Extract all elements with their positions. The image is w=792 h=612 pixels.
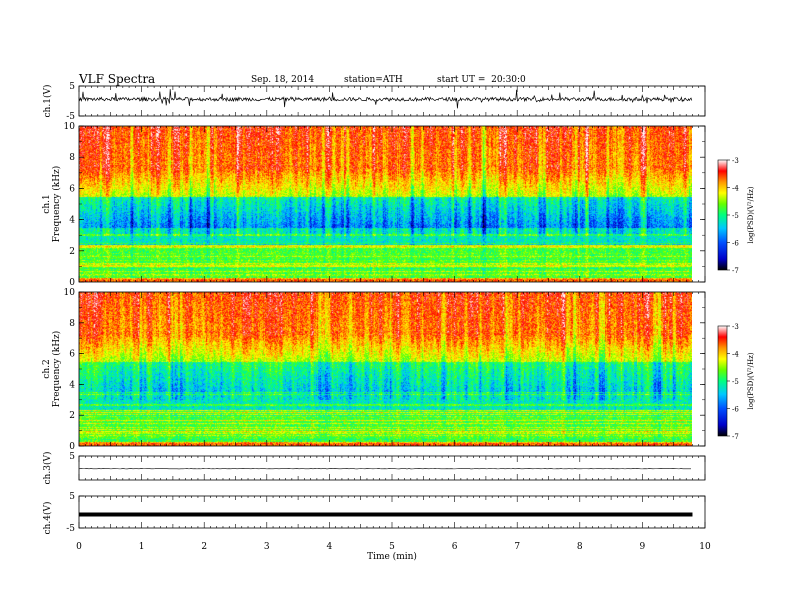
x-tick-label: 8 <box>577 542 583 552</box>
colorbar-tick-label: -5 <box>732 378 739 386</box>
x-axis-label: Time (min) <box>367 551 417 562</box>
colorbar-tick-label: -5 <box>732 212 739 220</box>
x-tick-label: 2 <box>201 542 207 552</box>
y-tick-label: 5 <box>69 452 75 462</box>
x-tick-label: 10 <box>699 542 711 552</box>
colorbar-tick-label: -3 <box>732 157 739 165</box>
colorbar-tick-label: -3 <box>732 323 739 331</box>
ch2-colorbar <box>717 325 728 437</box>
y-tick-label: 8 <box>69 153 75 163</box>
x-tick-label: 9 <box>640 542 646 552</box>
y-tick-label: -5 <box>66 112 75 122</box>
ch4-ylabel: ch.4(V) <box>42 502 53 535</box>
y-tick-label: 0 <box>69 278 75 288</box>
x-tick-label: 1 <box>139 542 145 552</box>
y-tick-label: 6 <box>69 184 75 194</box>
y-tick-label: 5 <box>69 82 75 92</box>
x-tick-label: 0 <box>76 542 82 552</box>
ch2-spec-ylabel-line2: Frequency (kHz) <box>51 331 62 408</box>
x-tick-label: 5 <box>389 542 395 552</box>
colorbar-label: log(PSD)(V²/Hz) <box>747 186 755 243</box>
y-tick-label: 4 <box>69 216 75 226</box>
y-tick-label: 4 <box>69 380 75 390</box>
x-tick-label: 6 <box>452 542 458 552</box>
y-tick-label: -5 <box>66 524 75 534</box>
y-tick-label: 10 <box>64 288 76 298</box>
colorbar-tick-label: -6 <box>732 240 739 248</box>
colorbar-tick-label: -7 <box>732 433 739 441</box>
y-tick-label: 5 <box>69 492 75 502</box>
y-tick-label: 2 <box>69 247 75 257</box>
colorbar-tick-label: -4 <box>732 185 739 193</box>
colorbar-tick-label: -4 <box>732 351 739 359</box>
colorbar-tick-label: -6 <box>732 406 739 414</box>
x-tick-label: 4 <box>327 542 333 552</box>
ch1-colorbar <box>717 159 728 271</box>
colorbar-label: log(PSD)(V²/Hz) <box>747 352 755 409</box>
x-tick-label: 3 <box>264 542 270 552</box>
ch1-spec-ylabel-line1: ch.1 <box>42 194 52 213</box>
y-tick-label: 6 <box>69 350 75 360</box>
ch1-waveform-trace <box>78 89 693 109</box>
ch2-spectrogram-image <box>79 292 692 446</box>
x-tick-label: 7 <box>514 542 520 552</box>
colorbar-tick-label: -7 <box>732 267 739 275</box>
ch2-spec-ylabel-line1: ch.2 <box>42 359 52 378</box>
y-tick-label: 0 <box>69 442 75 452</box>
chart-title: VLF Spectra <box>79 72 156 86</box>
y-tick-label: 2 <box>69 411 75 421</box>
ch1-spec-ylabel-line2: Frequency (kHz) <box>51 166 62 243</box>
station-label: station=ATH <box>344 75 403 85</box>
y-tick-label: 10 <box>64 122 76 132</box>
ch1-spectrogram-image <box>79 126 692 282</box>
y-tick-label: 8 <box>69 319 75 329</box>
start-ut-label: start UT = 20:30:0 <box>437 75 526 85</box>
ch3-ylabel: ch.3(V) <box>42 452 53 485</box>
date-label: Sep. 18, 2014 <box>251 75 315 85</box>
ch1-ylabel: ch.1(V) <box>42 85 53 118</box>
